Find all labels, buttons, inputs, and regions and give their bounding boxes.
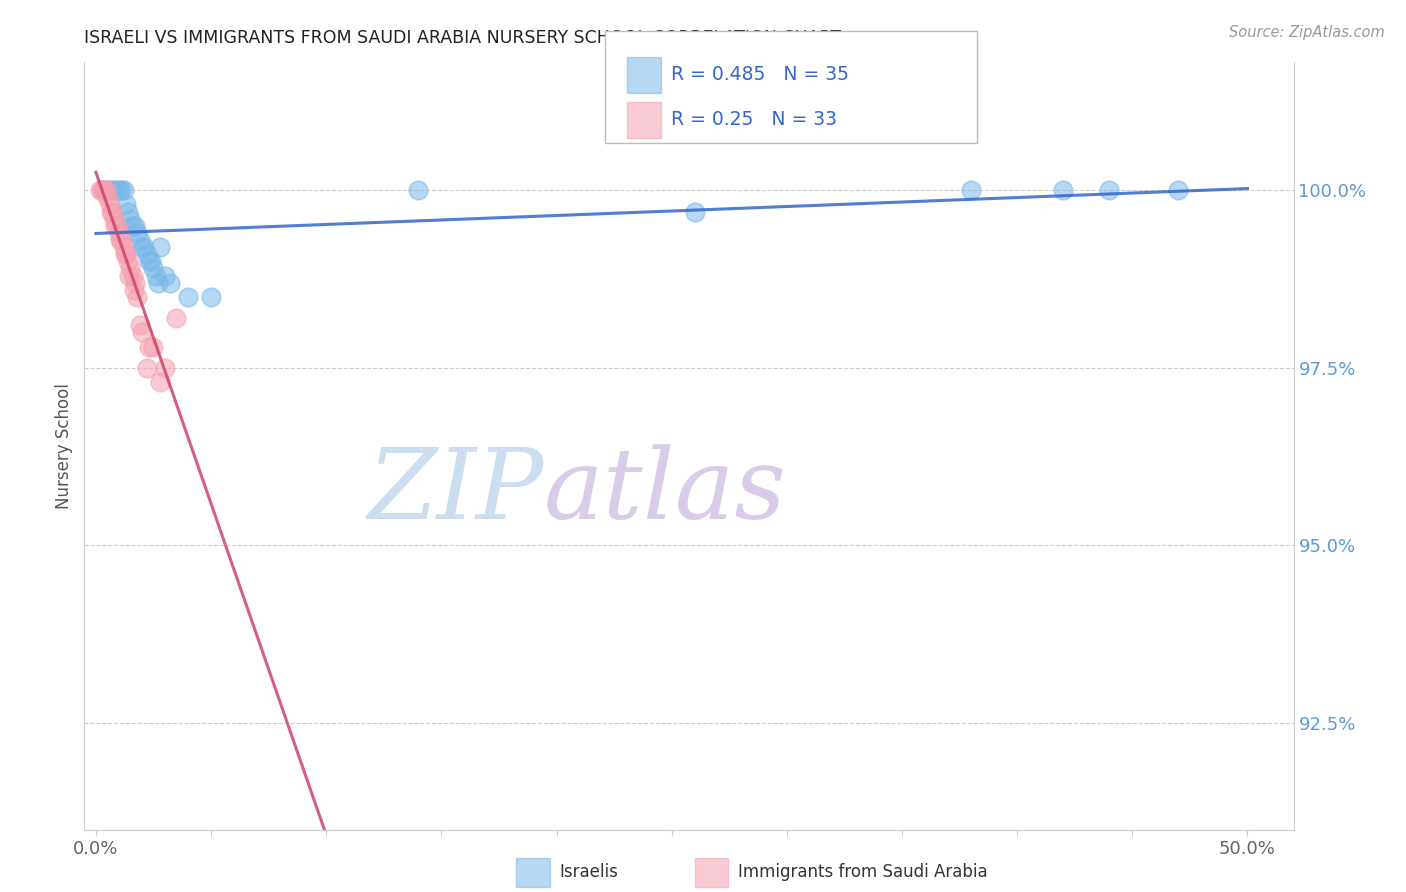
Point <box>104 219 127 233</box>
Point <box>138 254 160 268</box>
Point <box>146 276 169 290</box>
Point <box>153 360 176 375</box>
Text: Source: ZipAtlas.com: Source: ZipAtlas.com <box>1229 25 1385 40</box>
Point <box>177 290 200 304</box>
Point <box>110 183 132 197</box>
Point <box>96 190 118 204</box>
Point <box>121 268 143 283</box>
Point <box>960 183 983 197</box>
Point <box>114 247 136 261</box>
Point <box>117 254 139 268</box>
Text: ZIP: ZIP <box>367 444 544 540</box>
Point <box>105 183 128 197</box>
Point <box>91 183 114 197</box>
Y-axis label: Nursery School: Nursery School <box>55 383 73 509</box>
Point <box>120 211 142 226</box>
Point <box>96 183 118 197</box>
Point <box>108 226 131 240</box>
Text: ISRAELI VS IMMIGRANTS FROM SAUDI ARABIA NURSERY SCHOOL CORRELATION CHART: ISRAELI VS IMMIGRANTS FROM SAUDI ARABIA … <box>84 29 841 47</box>
Point <box>166 311 188 326</box>
Point <box>117 204 139 219</box>
Point <box>200 290 222 304</box>
Point <box>1098 183 1121 197</box>
Point <box>114 197 136 211</box>
Point <box>112 183 135 197</box>
Point <box>98 197 121 211</box>
Point <box>131 326 153 340</box>
Point <box>134 240 156 254</box>
Point <box>128 318 150 333</box>
Point <box>149 240 172 254</box>
Point <box>103 183 125 197</box>
Point <box>110 233 132 247</box>
Point <box>118 268 141 283</box>
Point <box>1167 183 1189 197</box>
Point <box>121 219 143 233</box>
Point <box>124 276 146 290</box>
Text: Immigrants from Saudi Arabia: Immigrants from Saudi Arabia <box>738 863 988 881</box>
Point <box>131 240 153 254</box>
Point <box>89 183 111 197</box>
Point <box>105 219 128 233</box>
Point <box>1052 183 1074 197</box>
Point <box>128 233 150 247</box>
Point <box>90 183 112 197</box>
Point <box>114 247 136 261</box>
Point <box>108 183 131 197</box>
Point <box>112 240 135 254</box>
Text: R = 0.25   N = 33: R = 0.25 N = 33 <box>671 111 837 129</box>
Point <box>108 233 131 247</box>
Point <box>127 290 149 304</box>
Point <box>94 183 117 197</box>
Text: R = 0.485   N = 35: R = 0.485 N = 35 <box>671 65 849 84</box>
Text: Israelis: Israelis <box>560 863 619 881</box>
Point <box>96 183 118 197</box>
Point <box>135 247 157 261</box>
Point <box>153 268 176 283</box>
Point <box>159 276 181 290</box>
Point <box>101 183 124 197</box>
Point <box>124 219 146 233</box>
Point <box>408 183 430 197</box>
Point <box>98 183 121 197</box>
Text: atlas: atlas <box>544 444 786 540</box>
Point <box>138 340 160 354</box>
Point <box>141 254 163 268</box>
Point <box>120 261 142 276</box>
Point <box>103 211 125 226</box>
Point <box>149 375 172 389</box>
Point <box>100 204 122 219</box>
Point <box>135 360 157 375</box>
Point <box>91 183 114 197</box>
Point <box>101 204 124 219</box>
Point <box>683 204 706 219</box>
Point <box>127 226 149 240</box>
Point <box>122 283 145 297</box>
Point <box>142 340 165 354</box>
Point <box>145 268 167 283</box>
Point <box>142 261 165 276</box>
